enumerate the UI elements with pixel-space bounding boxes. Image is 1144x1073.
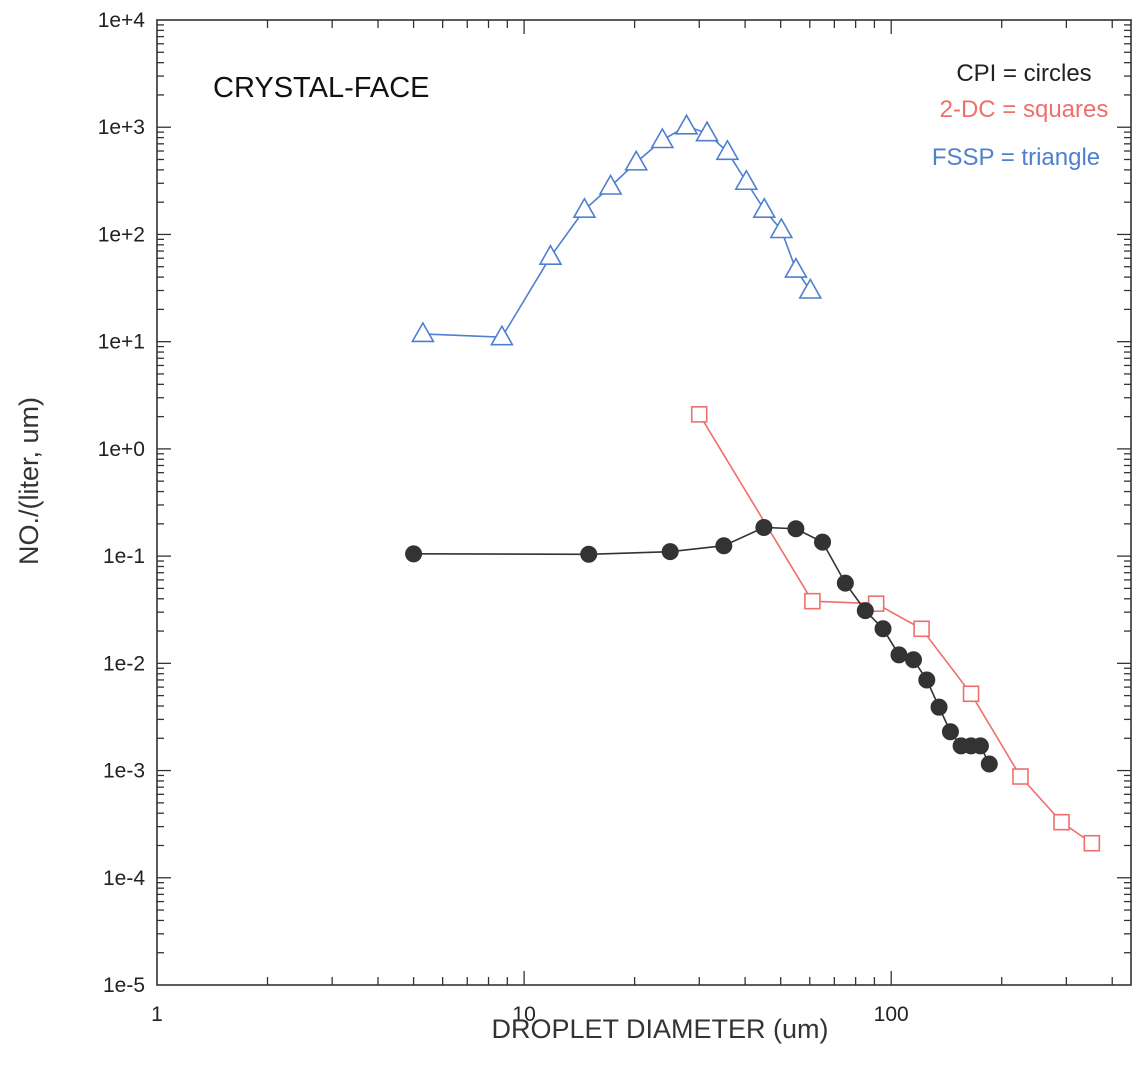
y-tick-label: 1e-1 bbox=[103, 545, 145, 568]
triangle-point bbox=[798, 277, 823, 299]
y-tick-label: 1e+1 bbox=[98, 331, 145, 354]
triangle-point bbox=[490, 324, 514, 346]
circle-point bbox=[856, 602, 874, 620]
y-tick-label: 1e-5 bbox=[103, 974, 145, 997]
y-tick-label: 1e+3 bbox=[98, 116, 145, 139]
triangle-point bbox=[411, 321, 435, 343]
series-line-square bbox=[698, 413, 1093, 844]
triangle-point bbox=[752, 197, 777, 219]
square-point bbox=[913, 620, 930, 638]
legend-cpi: CPI = circles bbox=[956, 60, 1091, 87]
circle-point bbox=[580, 545, 598, 563]
chart-annotation: CRYSTAL-FACE bbox=[213, 72, 429, 104]
square-point bbox=[962, 685, 980, 703]
y-tick-label: 1e-2 bbox=[103, 652, 145, 675]
circle-point bbox=[980, 755, 998, 773]
y-tick-label: 1e-4 bbox=[103, 867, 145, 890]
triangle-point bbox=[572, 197, 597, 219]
x-tick-label: 100 bbox=[874, 1003, 909, 1026]
circle-point bbox=[918, 671, 936, 689]
series-line-triangle bbox=[422, 125, 811, 339]
x-axis-label: DROPLET DIAMETER (um) bbox=[491, 1014, 828, 1044]
circle-point bbox=[405, 545, 423, 563]
square-point bbox=[1083, 834, 1101, 852]
circle-point bbox=[874, 620, 892, 638]
circle-point bbox=[755, 518, 773, 536]
circle-point bbox=[836, 574, 854, 592]
axes-layer: 1 10 100 1e-5 1e-4 1e-3 1e-2 1e-1 1e+0 1e+1 1e+2 1e… bbox=[98, 9, 1132, 1026]
triangle-point bbox=[650, 127, 675, 149]
series-line-circle bbox=[413, 526, 991, 765]
triangle-point bbox=[538, 244, 563, 266]
circle-point bbox=[971, 737, 989, 755]
square-point bbox=[690, 406, 708, 423]
y-tick-label: 1e-3 bbox=[103, 760, 145, 783]
circle-point bbox=[787, 520, 805, 538]
legend-fssp: FSSP = triangle bbox=[932, 144, 1100, 171]
x-tick-label: 1 bbox=[151, 1003, 163, 1026]
circle-point bbox=[890, 646, 908, 664]
triangle-point bbox=[769, 217, 794, 239]
circle-point bbox=[661, 543, 679, 561]
triangle-point bbox=[784, 256, 808, 278]
triangle-point bbox=[674, 113, 699, 135]
circle-point bbox=[941, 723, 959, 741]
y-tick-label: 1e+0 bbox=[98, 438, 145, 461]
circle-point bbox=[814, 533, 832, 551]
plot-frame bbox=[156, 19, 1132, 986]
triangle-point bbox=[715, 139, 740, 161]
square-point bbox=[1012, 768, 1029, 785]
legend-2dc: 2-DC = squares bbox=[940, 96, 1109, 123]
triangle-point bbox=[624, 149, 649, 171]
triangle-point bbox=[734, 169, 759, 191]
y-axis-label: NO./(liter, um) bbox=[14, 397, 44, 565]
triangle-point bbox=[598, 173, 623, 195]
x-tick-label: 10 bbox=[512, 1003, 535, 1026]
circle-point bbox=[715, 537, 733, 555]
triangle-point bbox=[695, 120, 719, 142]
text-layer: CRYSTAL-FACE DROPLET DIAMETER (um) NO./(… bbox=[14, 60, 1108, 1044]
circle-point bbox=[904, 651, 922, 669]
square-point bbox=[804, 592, 821, 610]
square-point bbox=[1053, 813, 1070, 831]
y-tick-label: 1e+2 bbox=[98, 223, 145, 246]
circle-point bbox=[930, 698, 948, 716]
y-tick-label: 1e+4 bbox=[98, 9, 146, 32]
series-layer bbox=[405, 113, 1101, 852]
